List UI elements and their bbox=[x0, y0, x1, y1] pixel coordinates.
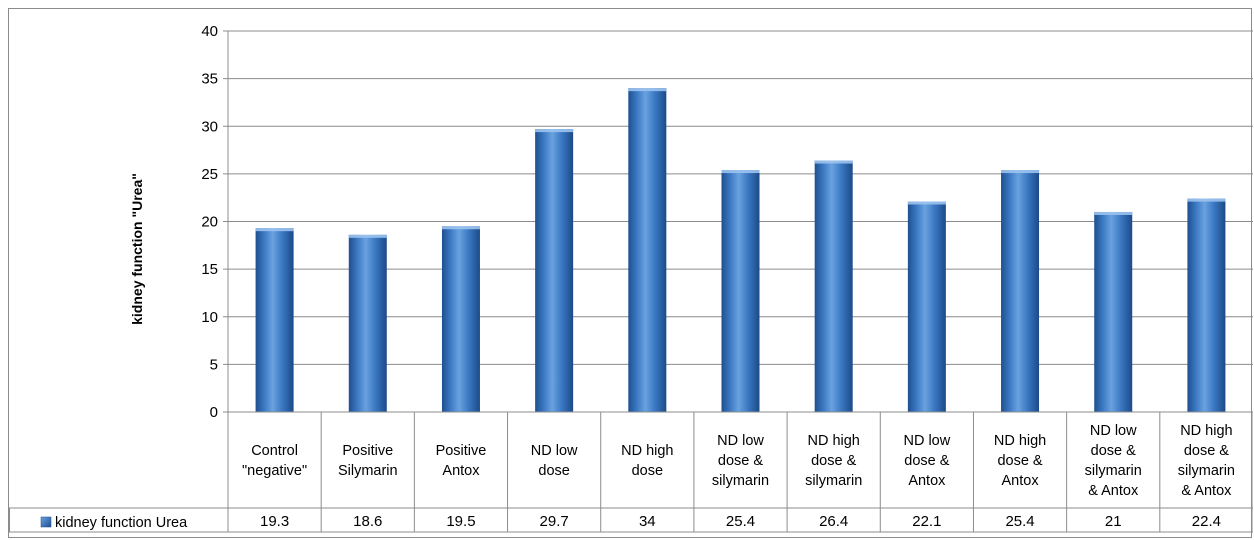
category-label-line: ND high bbox=[807, 433, 859, 449]
bar bbox=[1187, 198, 1226, 412]
bar-cap bbox=[907, 201, 946, 205]
category-label: ND low dose & silymarin bbox=[712, 433, 769, 489]
y-tick-label: 10 bbox=[201, 309, 218, 326]
category-label-line: ND low bbox=[531, 443, 578, 459]
legend-swatch bbox=[40, 516, 52, 528]
bar-cap bbox=[721, 170, 760, 174]
bar bbox=[441, 226, 480, 412]
y-tick-label: 40 bbox=[201, 23, 218, 40]
category-label-line: dose & bbox=[1184, 443, 1229, 459]
table-value: 34 bbox=[639, 513, 656, 530]
category-label-line: Positive bbox=[436, 443, 487, 459]
category-label-line: dose & bbox=[718, 453, 763, 469]
bar bbox=[255, 228, 294, 412]
y-tick-label: 30 bbox=[201, 118, 218, 135]
bar bbox=[814, 160, 853, 412]
bars bbox=[255, 88, 1226, 413]
category-label-line: ND low bbox=[1090, 423, 1137, 439]
y-tick-label: 15 bbox=[201, 261, 218, 278]
table-value: 29.7 bbox=[540, 513, 569, 530]
category-label: ND high dose & silymarin bbox=[805, 433, 862, 489]
bar-cap bbox=[1187, 198, 1226, 202]
y-axis-title: kidney function "Urea" bbox=[129, 173, 145, 325]
bar-cap bbox=[1001, 170, 1040, 174]
category-label: ND high dose & silymarin & Antox bbox=[1178, 423, 1235, 499]
bar bbox=[628, 88, 667, 413]
category-label-line: ND low bbox=[903, 433, 950, 449]
y-tick-label: 0 bbox=[210, 404, 218, 421]
table-value: 21 bbox=[1105, 513, 1122, 530]
bar-cap bbox=[628, 88, 667, 92]
table-value: 26.4 bbox=[819, 513, 848, 530]
category-label-line: ND high bbox=[994, 433, 1046, 449]
table-value: 18.6 bbox=[353, 513, 382, 530]
category-label-line: silymarin bbox=[712, 473, 769, 489]
category-label: ND low dose bbox=[531, 443, 578, 479]
table-value: 22.4 bbox=[1192, 513, 1221, 530]
table-value: 22.1 bbox=[912, 513, 941, 530]
category-label-line: & Antox bbox=[1181, 483, 1232, 499]
category-label-line: silymarin bbox=[805, 473, 862, 489]
category-label-line: & Antox bbox=[1088, 483, 1139, 499]
y-axis-ticks: 0 5 10 15 20 25 30 35 40 bbox=[201, 23, 229, 421]
y-tick-label: 35 bbox=[201, 71, 218, 88]
category-label: Control "negative" bbox=[242, 443, 307, 479]
category-label: ND high dose bbox=[621, 443, 673, 479]
bar bbox=[535, 129, 574, 413]
category-label-line: silymarin bbox=[1178, 463, 1235, 479]
category-label-line: "negative" bbox=[242, 463, 307, 479]
chart-frame: kidney function "Urea" 0 5 10 15 20 25 30 35 40 … bbox=[8, 8, 1253, 538]
category-label: ND high dose & Antox bbox=[994, 433, 1046, 489]
category-label: ND low dose & Antox bbox=[903, 433, 950, 489]
bar-cap bbox=[441, 226, 480, 230]
legend-series-label: kidney function Urea bbox=[55, 515, 188, 531]
y-tick-label: 25 bbox=[201, 166, 218, 183]
table-value: 25.4 bbox=[1005, 513, 1034, 530]
bar-cap bbox=[348, 234, 387, 238]
category-label-line: ND low bbox=[717, 433, 764, 449]
data-table: Control "negative" 19.3 Positive Silymarin 18… bbox=[9, 411, 1253, 533]
category-label-line: dose bbox=[538, 463, 569, 479]
category-label: ND low dose & silymarin & Antox bbox=[1085, 423, 1142, 499]
category-label-line: dose bbox=[632, 463, 663, 479]
category-label-line: Positive bbox=[342, 443, 393, 459]
category-label-line: Control bbox=[251, 443, 298, 459]
category-label-line: Silymarin bbox=[338, 463, 398, 479]
y-tick-label: 5 bbox=[210, 356, 218, 373]
bar-cap bbox=[535, 129, 574, 133]
table-value: 25.4 bbox=[726, 513, 755, 530]
urea-bar-chart: kidney function "Urea" 0510152025303540 … bbox=[9, 23, 1253, 533]
bar bbox=[1094, 211, 1133, 412]
category-label: Positive Antox bbox=[436, 443, 487, 479]
category-label-line: ND high bbox=[621, 443, 673, 459]
category-label-line: dose & bbox=[997, 453, 1042, 469]
legend: kidney function Urea bbox=[40, 515, 188, 531]
bar bbox=[1001, 170, 1040, 412]
category-label-line: silymarin bbox=[1085, 463, 1142, 479]
table-value: 19.3 bbox=[260, 513, 289, 530]
bar-cap bbox=[1094, 211, 1133, 215]
table-value: 19.5 bbox=[446, 513, 475, 530]
category-label-line: dose & bbox=[1091, 443, 1136, 459]
category-label-line: dose & bbox=[811, 453, 856, 469]
bar bbox=[348, 234, 387, 412]
category-label-line: Antox bbox=[1001, 473, 1039, 489]
category-label-line: Antox bbox=[908, 473, 946, 489]
bar-cap bbox=[814, 160, 853, 164]
category-label: Positive Silymarin bbox=[338, 443, 398, 479]
y-tick-label: 20 bbox=[201, 214, 218, 231]
category-label-line: ND high bbox=[1180, 423, 1232, 439]
category-label-line: Antox bbox=[442, 463, 480, 479]
bar bbox=[721, 170, 760, 412]
bar-cap bbox=[255, 228, 294, 232]
category-label-line: dose & bbox=[904, 453, 949, 469]
bar bbox=[907, 201, 946, 412]
